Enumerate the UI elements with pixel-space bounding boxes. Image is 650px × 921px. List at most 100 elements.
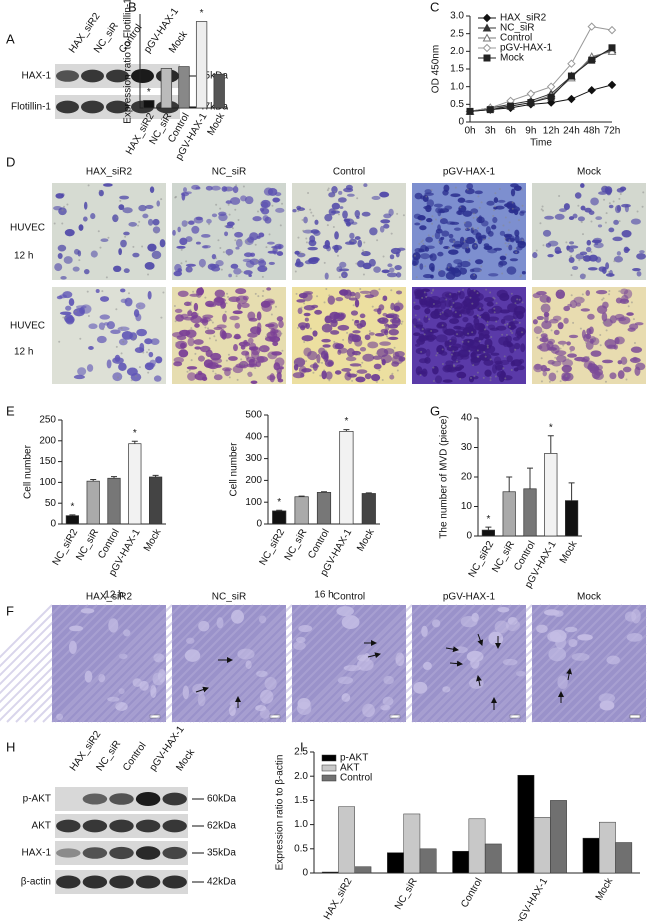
- cell: [593, 242, 604, 249]
- cell: [216, 617, 224, 629]
- legend-label: Mock: [500, 53, 525, 64]
- pore: [236, 378, 239, 381]
- texture: [228, 604, 347, 723]
- pore: [303, 341, 306, 344]
- cell: [580, 183, 585, 188]
- pore: [486, 320, 489, 323]
- pore: [301, 218, 304, 221]
- pore: [86, 290, 89, 293]
- pore: [120, 352, 123, 355]
- texture: [123, 679, 167, 723]
- cell: [176, 335, 187, 341]
- cell: [587, 363, 598, 372]
- pore: [471, 226, 474, 229]
- marker: [546, 82, 556, 91]
- cell: [606, 655, 620, 665]
- cell: [617, 370, 625, 379]
- y-tick-label: 1.0: [294, 819, 308, 830]
- y-tick-label: 1.5: [294, 795, 308, 806]
- cell: [464, 299, 471, 304]
- cell: [571, 653, 590, 661]
- bar: [361, 493, 376, 525]
- pore: [146, 351, 149, 354]
- error-bar: [276, 509, 283, 511]
- pore: [325, 288, 328, 291]
- pore: [541, 205, 544, 208]
- pore: [490, 336, 493, 339]
- cell: [298, 365, 307, 375]
- pore: [190, 239, 193, 242]
- cell: [95, 289, 100, 294]
- cell: [582, 255, 592, 262]
- pore: [558, 195, 561, 198]
- pore: [441, 324, 444, 327]
- texture: [6, 604, 125, 723]
- pore: [196, 294, 199, 297]
- texture: [399, 715, 407, 723]
- pore: [425, 195, 428, 198]
- column-header: HAX_siR2: [86, 167, 133, 178]
- cell: [553, 329, 560, 336]
- bar: [565, 500, 579, 537]
- pore: [559, 347, 562, 350]
- cell: [90, 213, 96, 220]
- cell: [351, 221, 358, 225]
- pore: [434, 218, 437, 221]
- texture: [441, 604, 560, 723]
- cell: [356, 323, 363, 329]
- texture: [150, 706, 167, 723]
- pore: [351, 240, 354, 243]
- cell: [132, 678, 142, 687]
- cell: [500, 370, 506, 380]
- pore: [518, 321, 521, 324]
- pore: [493, 311, 496, 314]
- pore: [227, 188, 230, 191]
- cell: [335, 297, 344, 302]
- cell: [199, 318, 208, 324]
- cell: [68, 640, 77, 654]
- y-tick-label: 50: [45, 498, 57, 509]
- pore: [510, 292, 513, 295]
- cell: [275, 207, 285, 213]
- pore: [567, 249, 570, 252]
- pore: [479, 269, 482, 272]
- cell: [177, 226, 181, 233]
- cell: [205, 185, 213, 191]
- pore: [261, 294, 264, 297]
- pore: [508, 239, 511, 242]
- pore: [205, 349, 208, 352]
- cell: [270, 327, 276, 337]
- cell: [361, 211, 371, 217]
- bar: [533, 817, 551, 874]
- cell: [258, 232, 265, 238]
- cell: [630, 346, 643, 353]
- micrograph: [294, 604, 527, 723]
- pore: [602, 321, 605, 324]
- pore: [452, 364, 455, 367]
- cell: [342, 210, 348, 219]
- cell: [371, 373, 381, 382]
- marker: [588, 56, 596, 64]
- texture: [390, 706, 407, 723]
- cell: [173, 270, 182, 277]
- cell: [608, 204, 614, 209]
- pore: [431, 215, 434, 218]
- pore: [174, 320, 177, 323]
- cell: [419, 263, 424, 270]
- cell: [471, 298, 480, 308]
- cell: [120, 288, 126, 293]
- cell: [148, 351, 154, 358]
- blot-band: [82, 819, 108, 833]
- y-axis-label: Cell number: [23, 444, 34, 499]
- pore: [514, 348, 517, 351]
- cell: [293, 363, 299, 371]
- cell: [67, 316, 75, 323]
- pore: [477, 195, 480, 198]
- y-tick-label: 10: [461, 501, 473, 512]
- pore: [439, 313, 442, 316]
- blot-band: [135, 819, 161, 833]
- cell: [609, 315, 617, 324]
- cell: [295, 636, 306, 643]
- blot-band: [106, 69, 129, 83]
- cell: [123, 629, 131, 637]
